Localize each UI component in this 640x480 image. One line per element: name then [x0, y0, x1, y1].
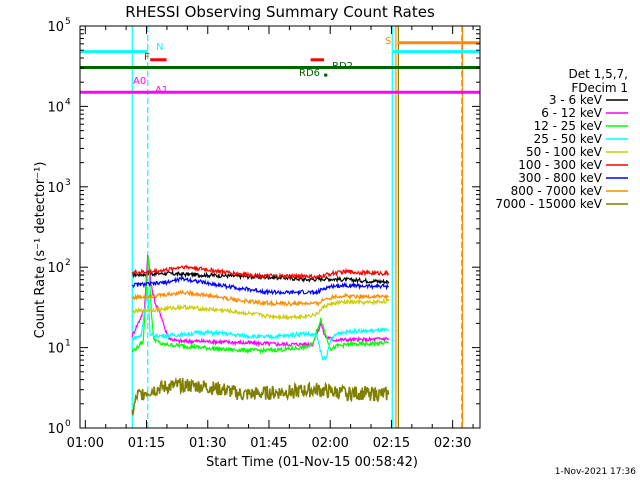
y-tick-label-4: 10 — [47, 100, 64, 115]
flag-bars: N S F RD2 RD6 A0 A1 — [80, 36, 480, 96]
y-tick-exponent-2: 2 — [65, 258, 71, 268]
legend-header-1: FDecim 1 — [571, 81, 628, 95]
y-tick-exponent-5: 5 — [65, 17, 71, 27]
series-line-3 — [131, 288, 389, 361]
legend-label-4: 50 - 100 keV — [526, 145, 603, 159]
y-tick-label-5: 10 — [47, 20, 64, 35]
flag-label-n: N — [156, 42, 163, 53]
x-tick-label-6: 02:30 — [434, 436, 471, 451]
series-line-6 — [131, 274, 389, 296]
x-axis: 01:00 01:15 01:30 01:45 02:00 02:15 02:30 — [67, 26, 474, 451]
flag-label-rd2: RD2 — [332, 61, 353, 72]
legend-label-5: 100 - 300 keV — [518, 158, 602, 172]
y-tick-label-1: 10 — [47, 342, 64, 357]
flag-label-a0: A0 — [133, 76, 146, 87]
flag-label-a1: A1 — [155, 85, 168, 96]
series-line-2 — [131, 256, 389, 355]
footer-timestamp: 1-Nov-2021 17:36 — [555, 467, 637, 477]
plot-frame — [79, 25, 481, 429]
series-line-5 — [131, 264, 390, 281]
y-tick-exponent-1: 1 — [65, 339, 71, 349]
y-tick-label-2: 10 — [47, 261, 64, 276]
x-tick-label-5: 02:15 — [373, 436, 410, 451]
x-tick-label-1: 01:15 — [128, 436, 165, 451]
y-axis-label: Count Rate (s⁻¹ detector⁻¹) — [33, 162, 48, 339]
x-tick-label-2: 01:30 — [189, 436, 226, 451]
series-line-4 — [131, 297, 390, 321]
legend-header-0: Det 1,5,7, — [569, 67, 629, 81]
legend-label-8: 7000 - 15000 keV — [495, 197, 602, 211]
y-tick-label-3: 10 — [47, 181, 64, 196]
legend-label-0: 3 - 6 keV — [549, 93, 603, 107]
x-tick-label-0: 01:00 — [67, 436, 104, 451]
x-axis-label: Start Time (01-Nov-15 00:58:42) — [206, 455, 418, 470]
x-tick-label-4: 02:00 — [311, 436, 348, 451]
legend-label-7: 800 - 7000 keV — [511, 184, 603, 198]
series-line-1 — [131, 254, 390, 349]
legend-label-1: 6 - 12 keV — [541, 106, 603, 120]
flag-label-rd6: RD6 — [299, 68, 320, 79]
flag-label-s: S — [385, 36, 391, 47]
vertical-markers — [131, 26, 464, 428]
legend-label-6: 300 - 800 keV — [518, 171, 602, 185]
chart-title: RHESSI Observing Summary Count Rates — [125, 3, 435, 21]
y-tick-exponent-3: 3 — [65, 178, 71, 188]
flag-label-f: F — [144, 52, 150, 63]
legend-label-2: 12 - 25 keV — [534, 119, 603, 133]
y-tick-label-0: 10 — [47, 422, 64, 437]
series-layer — [131, 254, 390, 416]
x-tick-label-3: 01:45 — [250, 436, 287, 451]
legend-label-3: 25 - 50 keV — [534, 132, 603, 146]
series-line-7 — [131, 289, 389, 308]
series-line-8 — [131, 376, 390, 416]
y-tick-exponent-0: 0 — [65, 419, 71, 429]
y-tick-exponent-4: 4 — [65, 97, 71, 107]
